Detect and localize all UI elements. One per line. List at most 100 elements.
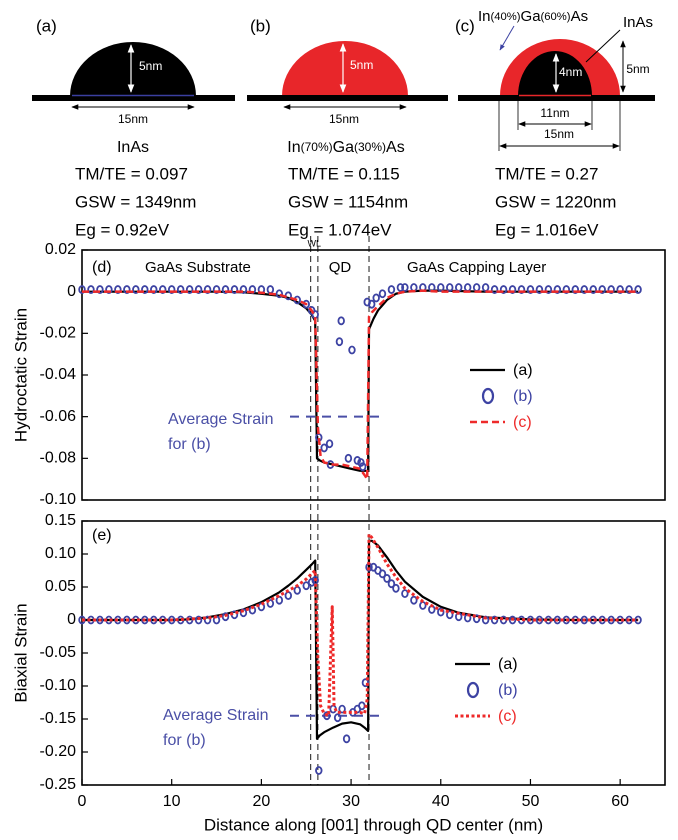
data-point: [508, 285, 517, 294]
data-point: [230, 285, 239, 294]
dot-shape: [70, 42, 196, 96]
data-point: [105, 285, 113, 294]
data-point: [387, 285, 396, 294]
data-point: [221, 612, 230, 622]
data-point: [401, 283, 409, 292]
width-label: 15nm: [329, 112, 359, 126]
y-tick-label: 0: [67, 611, 76, 628]
data-point: [167, 285, 176, 294]
data-point: [383, 574, 391, 583]
region-label: GaAs Substrate: [145, 259, 251, 276]
legend-label: (b): [513, 388, 533, 405]
data-point: [472, 614, 481, 624]
data-point: [544, 285, 553, 294]
data-point: [589, 285, 597, 294]
x-tick-label: 10: [163, 793, 181, 810]
data-point: [481, 283, 490, 292]
data-point: [239, 285, 248, 294]
data-point: [553, 285, 562, 294]
data-point: [625, 285, 633, 294]
data-point: [335, 337, 344, 347]
data-point: [368, 299, 376, 309]
y-tick-label: -0.20: [40, 743, 77, 760]
legend-symbol: [466, 681, 480, 699]
property: TM/TE = 0.097: [75, 164, 188, 183]
data-point: [607, 615, 615, 625]
data-point: [342, 734, 351, 744]
data-point: [616, 285, 624, 294]
data-point: [123, 285, 131, 294]
data-point: [96, 285, 104, 294]
data-point: [159, 285, 167, 294]
data-point: [315, 766, 323, 775]
x-tick-label: 30: [342, 793, 360, 810]
data-point: [150, 285, 158, 294]
data-point: [141, 615, 149, 625]
property: GSW = 1349nm: [75, 192, 196, 211]
data-point: [625, 615, 633, 625]
material: In(70%)Ga(30%)As: [287, 139, 404, 156]
legend-symbol: [481, 387, 495, 405]
data-point: [293, 585, 301, 595]
data-point: [437, 283, 445, 292]
data-point: [387, 579, 396, 589]
data-point: [580, 615, 588, 625]
data-point: [472, 283, 481, 292]
dot-shape: [282, 41, 408, 96]
y-tick-label: -0.05: [40, 644, 77, 661]
data-point: [535, 285, 544, 294]
data-point: [571, 285, 580, 294]
data-point: [307, 577, 316, 587]
data-point: [203, 285, 212, 294]
data-point: [266, 599, 275, 608]
pointer: [499, 25, 515, 51]
x-tick-label: 40: [432, 793, 450, 810]
panel-label: (b): [250, 16, 271, 35]
data-point: [499, 285, 508, 294]
y-axis-label: Biaxial Strain: [11, 603, 30, 702]
property: Eg = 1.016eV: [495, 220, 599, 239]
data-point: [185, 285, 194, 294]
property: GSW = 1220nm: [495, 192, 616, 211]
data-point: [132, 285, 140, 294]
data-point: [203, 615, 212, 625]
data-point: [553, 615, 562, 625]
y-tick-label: -0.25: [40, 776, 77, 793]
panel-label: (d): [92, 259, 112, 276]
average-label: for (b): [168, 436, 211, 453]
panel-b: (b) 5nm 15nm In(70%)Ga(30%)As TM/TE = 0.…: [247, 16, 448, 239]
data-point: [284, 591, 292, 600]
panel-label: (a): [36, 16, 57, 35]
y-tick-label: 0.10: [45, 545, 76, 562]
data-point: [634, 615, 642, 625]
data-point: [392, 583, 400, 593]
y-tick-label: 0.02: [45, 241, 76, 258]
x-tick-label: 60: [611, 793, 629, 810]
outer-material: In(40%)Ga(60%)As: [478, 8, 588, 25]
substrate: [247, 95, 448, 101]
data-point: [359, 462, 367, 472]
data-point: [123, 615, 131, 625]
data-point: [221, 285, 230, 294]
y-tick-label: 0: [67, 283, 76, 300]
data-point: [361, 678, 370, 688]
data-point: [333, 713, 342, 723]
property: GSW = 1154nm: [288, 192, 408, 211]
substrate: [32, 95, 235, 101]
data-point: [401, 589, 409, 598]
data-point: [320, 443, 328, 453]
y-tick-label: -0.10: [40, 491, 77, 508]
region-label: GaAs Capping Layer: [407, 259, 546, 276]
x-tick-label: 0: [78, 793, 87, 810]
inner-material: InAs: [623, 14, 653, 31]
average-label: Average Strain: [168, 411, 274, 428]
height-label: 5nm: [626, 62, 649, 76]
data-point: [266, 285, 275, 294]
y-tick-label: -0.04: [40, 366, 77, 383]
height-label: 5nm: [350, 58, 373, 72]
y-axis-label: Hydroctatic Strain: [11, 308, 30, 442]
data-point: [194, 285, 203, 294]
y-tick-label: -0.02: [40, 325, 77, 342]
data-point: [446, 283, 454, 292]
